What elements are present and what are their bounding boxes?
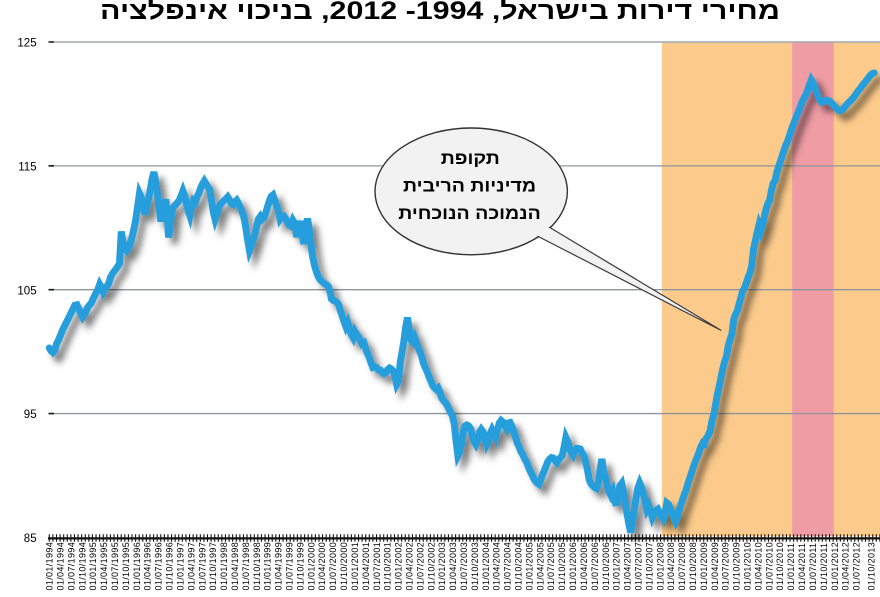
svg-text:01/10/2003: 01/10/2003 xyxy=(470,542,480,591)
svg-text:01/07/2012: 01/07/2012 xyxy=(852,542,862,591)
svg-text:01/07/1998: 01/07/1998 xyxy=(241,542,251,591)
svg-text:01/04/1998: 01/04/1998 xyxy=(230,542,240,591)
svg-text:01/01/1998: 01/01/1998 xyxy=(219,542,229,591)
svg-text:01/04/1995: 01/04/1995 xyxy=(99,542,109,591)
svg-text:01/07/1996: 01/07/1996 xyxy=(154,542,164,591)
svg-text:01/10/2001: 01/10/2001 xyxy=(383,542,393,591)
svg-text:01/01/2008: 01/01/2008 xyxy=(655,542,665,591)
svg-text:01/10/2002: 01/10/2002 xyxy=(426,542,436,591)
svg-text:01/10/2006: 01/10/2006 xyxy=(601,542,611,591)
svg-text:01/01/2006: 01/01/2006 xyxy=(568,542,578,591)
svg-text:01/10/2008: 01/10/2008 xyxy=(688,542,698,591)
svg-text:115: 115 xyxy=(18,162,36,174)
svg-text:01/01/1995: 01/01/1995 xyxy=(88,542,98,591)
svg-text:01/01/2009: 01/01/2009 xyxy=(699,542,709,591)
svg-text:85: 85 xyxy=(24,533,37,545)
svg-text:01/04/2003: 01/04/2003 xyxy=(448,542,458,591)
svg-text:01/01/2007: 01/01/2007 xyxy=(612,542,622,591)
svg-text:01/04/2008: 01/04/2008 xyxy=(666,542,676,591)
svg-text:01/07/2009: 01/07/2009 xyxy=(721,542,731,591)
svg-text:01/01/1994: 01/01/1994 xyxy=(45,542,55,591)
svg-text:01/04/1994: 01/04/1994 xyxy=(56,542,66,591)
svg-text:01/07/1995: 01/07/1995 xyxy=(110,542,120,591)
svg-text:01/04/2007: 01/04/2007 xyxy=(623,542,633,591)
svg-text:01/01/1999: 01/01/1999 xyxy=(263,542,273,591)
svg-text:01/01/1997: 01/01/1997 xyxy=(176,542,186,591)
svg-text:01/01/2012: 01/01/2012 xyxy=(830,542,840,591)
svg-text:מדיניות הריבית: מדיניות הריבית xyxy=(403,176,536,196)
svg-text:01/10/2010: 01/10/2010 xyxy=(775,542,785,591)
svg-text:125: 125 xyxy=(17,38,36,50)
svg-text:01/07/2011: 01/07/2011 xyxy=(808,543,818,591)
svg-text:01/04/2000: 01/04/2000 xyxy=(317,542,327,591)
svg-text:01/10/2009: 01/10/2009 xyxy=(732,542,742,591)
svg-text:01/04/2006: 01/04/2006 xyxy=(579,542,589,591)
svg-text:01/07/1994: 01/07/1994 xyxy=(66,542,76,591)
svg-text:01/07/2000: 01/07/2000 xyxy=(328,542,338,591)
svg-text:הנמוכה הנוכחית: הנמוכה הנוכחית xyxy=(398,203,541,223)
svg-text:01/07/1999: 01/07/1999 xyxy=(285,542,295,591)
svg-text:01/10/1998: 01/10/1998 xyxy=(252,542,262,591)
svg-text:01/10/2005: 01/10/2005 xyxy=(557,542,567,591)
svg-text:01/01/2004: 01/01/2004 xyxy=(481,542,491,591)
svg-text:01/07/1997: 01/07/1997 xyxy=(197,542,207,591)
svg-text:01/01/2010: 01/01/2010 xyxy=(743,542,753,591)
svg-text:01/10/1996: 01/10/1996 xyxy=(165,542,175,591)
svg-text:01/10/2000: 01/10/2000 xyxy=(339,542,349,591)
svg-text:01/04/2004: 01/04/2004 xyxy=(492,542,502,591)
svg-text:01/07/2010: 01/07/2010 xyxy=(764,542,774,591)
svg-text:תקופת: תקופת xyxy=(441,148,500,168)
svg-text:01/10/2007: 01/10/2007 xyxy=(644,542,654,591)
svg-text:01/07/2003: 01/07/2003 xyxy=(459,542,469,591)
svg-text:01/10/1999: 01/10/1999 xyxy=(295,542,305,591)
svg-text:01/04/2012: 01/04/2012 xyxy=(841,542,851,591)
svg-text:01/01/2011: 01/01/2011 xyxy=(786,543,796,591)
svg-text:01/10/2013: 01/10/2013 xyxy=(867,542,877,591)
svg-text:01/10/1994: 01/10/1994 xyxy=(77,542,87,591)
svg-text:01/10/1995: 01/10/1995 xyxy=(121,542,131,591)
svg-text:01/04/2005: 01/04/2005 xyxy=(535,542,545,591)
svg-text:95: 95 xyxy=(24,409,37,421)
svg-text:01/01/2005: 01/01/2005 xyxy=(524,542,534,591)
svg-text:01/10/2011: 01/10/2011 xyxy=(819,543,829,591)
svg-text:01/07/2008: 01/07/2008 xyxy=(677,542,687,591)
svg-text:01/01/2000: 01/01/2000 xyxy=(306,542,316,591)
svg-text:01/10/1997: 01/10/1997 xyxy=(208,542,218,591)
svg-text:01/01/2003: 01/01/2003 xyxy=(437,542,447,591)
svg-text:01/07/2004: 01/07/2004 xyxy=(503,542,513,591)
svg-text:105: 105 xyxy=(17,285,36,297)
svg-text:01/04/1996: 01/04/1996 xyxy=(143,542,153,591)
svg-text:01/04/1999: 01/04/1999 xyxy=(274,542,284,591)
svg-text:01/04/2002: 01/04/2002 xyxy=(405,542,415,591)
svg-text:01/07/2002: 01/07/2002 xyxy=(415,542,425,591)
svg-text:01/04/1997: 01/04/1997 xyxy=(186,542,196,591)
svg-text:01/01/2001: 01/01/2001 xyxy=(350,542,360,591)
svg-text:01/07/2006: 01/07/2006 xyxy=(590,542,600,591)
svg-text:01/04/2011: 01/04/2011 xyxy=(797,543,807,591)
svg-text:01/04/2001: 01/04/2001 xyxy=(361,542,371,591)
svg-text:01/01/1996: 01/01/1996 xyxy=(132,542,142,591)
svg-text:01/07/2005: 01/07/2005 xyxy=(546,542,556,591)
svg-text:01/07/2007: 01/07/2007 xyxy=(634,542,644,591)
svg-text:01/04/2010: 01/04/2010 xyxy=(753,542,763,591)
svg-text:01/04/2009: 01/04/2009 xyxy=(710,542,720,591)
svg-text:01/01/2002: 01/01/2002 xyxy=(394,542,404,591)
svg-text:01/07/2001: 01/07/2001 xyxy=(372,542,382,591)
svg-text:01/10/2004: 01/10/2004 xyxy=(514,542,524,591)
